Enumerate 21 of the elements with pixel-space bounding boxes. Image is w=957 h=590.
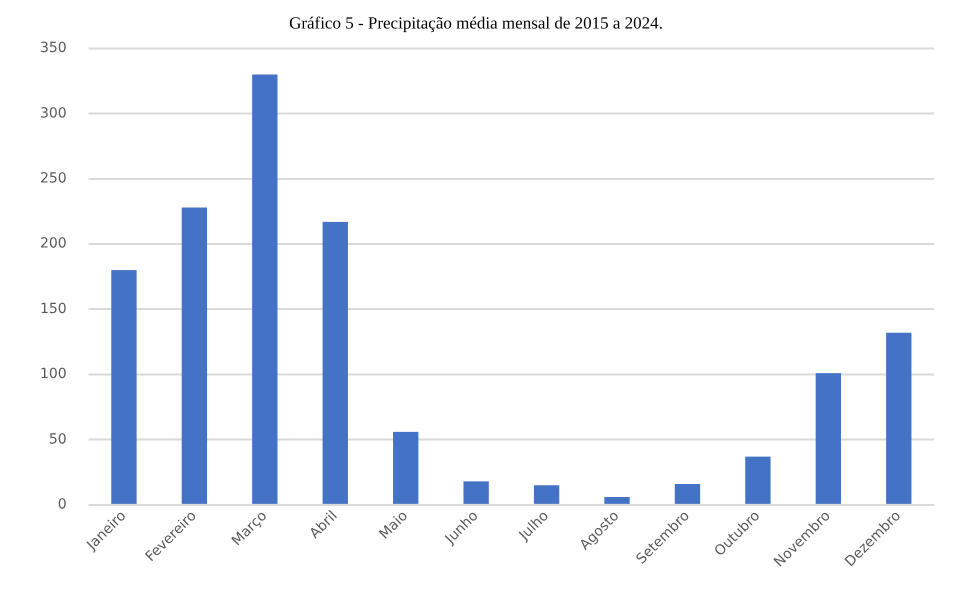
bar — [322, 222, 348, 504]
y-tick-label: 150 — [40, 300, 67, 317]
y-tick-label: 300 — [40, 105, 67, 122]
bar — [886, 332, 912, 504]
y-tick-label: 100 — [40, 366, 67, 382]
bar — [463, 481, 489, 504]
y-tick-label: 50 — [48, 431, 67, 448]
bar — [816, 373, 842, 504]
bar — [604, 497, 630, 504]
y-tick-label: 350 — [40, 40, 67, 56]
bar — [534, 485, 560, 504]
bar — [745, 456, 771, 504]
y-tick-label: 200 — [40, 236, 67, 252]
chart-title: Gráfico 5 - Precipitação média mensal de 2015 a 2024. — [289, 14, 663, 33]
bar — [674, 484, 700, 504]
bar — [111, 270, 137, 504]
bar — [393, 432, 418, 504]
bar — [182, 208, 208, 504]
bar — [252, 74, 278, 504]
y-tick-label: 250 — [40, 170, 67, 186]
y-tick-label: 0 — [58, 496, 67, 513]
